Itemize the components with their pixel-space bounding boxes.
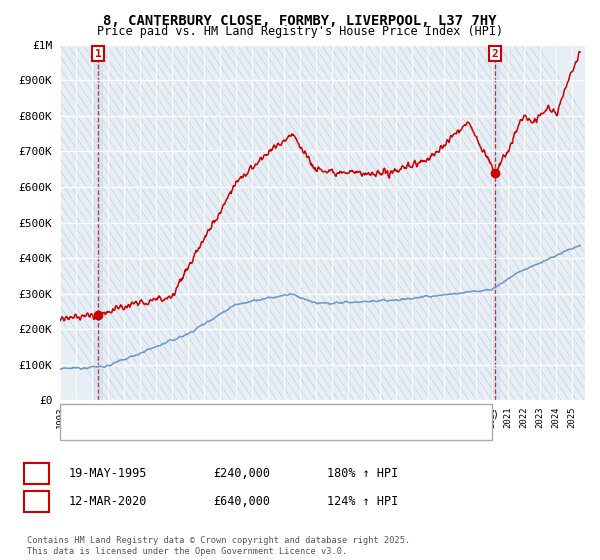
Bar	[94, 45, 102, 400]
Text: 2: 2	[492, 49, 499, 59]
Text: Price paid vs. HM Land Registry's House Price Index (HPI): Price paid vs. HM Land Registry's House …	[97, 25, 503, 38]
Text: 1: 1	[33, 466, 40, 480]
Text: £640,000: £640,000	[213, 494, 270, 508]
Text: 180% ↑ HPI: 180% ↑ HPI	[327, 466, 398, 480]
Text: Contains HM Land Registry data © Crown copyright and database right 2025.
This d: Contains HM Land Registry data © Crown c…	[27, 536, 410, 556]
Bar	[491, 45, 499, 400]
Text: 8, CANTERBURY CLOSE, FORMBY, LIVERPOOL, L37 7HY: 8, CANTERBURY CLOSE, FORMBY, LIVERPOOL, …	[103, 14, 497, 28]
Text: HPI: Average price, detached house, Sefton: HPI: Average price, detached house, Seft…	[99, 426, 361, 436]
Text: 1: 1	[95, 49, 101, 59]
Text: £240,000: £240,000	[213, 466, 270, 480]
Text: 12-MAR-2020: 12-MAR-2020	[69, 494, 148, 508]
Text: 2: 2	[33, 494, 40, 508]
Text: 124% ↑ HPI: 124% ↑ HPI	[327, 494, 398, 508]
Text: ——: ——	[69, 424, 94, 437]
Text: ——: ——	[69, 408, 94, 421]
Text: 8, CANTERBURY CLOSE, FORMBY, LIVERPOOL, L37 7HY (detached house): 8, CANTERBURY CLOSE, FORMBY, LIVERPOOL, …	[99, 409, 499, 419]
Text: 19-MAY-1995: 19-MAY-1995	[69, 466, 148, 480]
